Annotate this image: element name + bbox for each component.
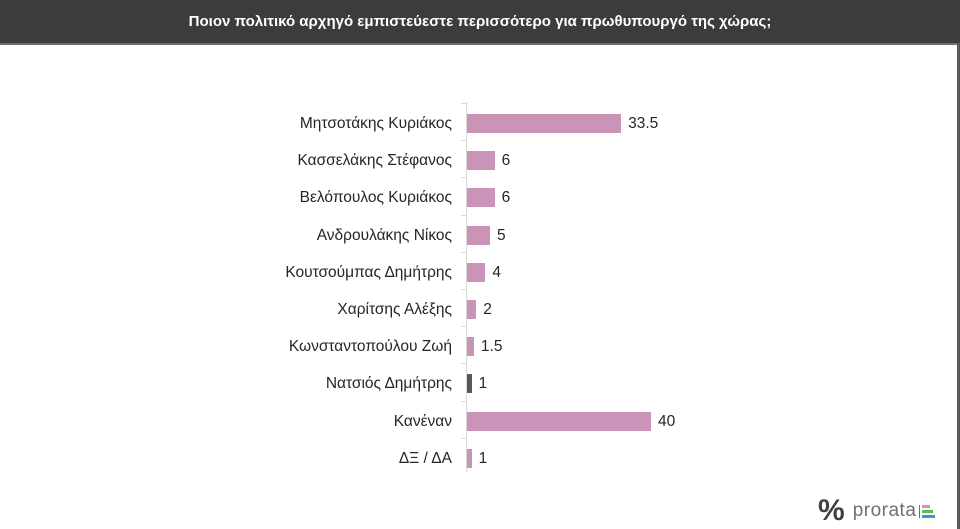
category-label: Κουτσούμπας Δημήτρης [285, 263, 452, 281]
value-label: 6 [501, 152, 511, 170]
category-label: Ανδρουλάκης Νίκος [316, 226, 452, 244]
bar [467, 262, 486, 282]
bar-row: ΔΞ / ΔΑ 1 [0, 440, 960, 477]
bar-row: Βελόπουλος Κυριάκος 6 [0, 179, 960, 216]
value-label: 1 [478, 449, 488, 467]
category-label: Κωνσταντοπούλου Ζωή [288, 338, 452, 356]
bar-row: Κωνσταντοπούλου Ζωή 1.5 [0, 328, 960, 365]
axis-tick [461, 215, 466, 216]
bar-row: Κανέναν 40 [0, 403, 960, 440]
percent-icon: % [818, 494, 845, 527]
frame-border [957, 43, 960, 529]
axis-tick [461, 177, 466, 178]
bar [467, 337, 474, 357]
category-label: Μητσοτάκης Κυριάκος [299, 115, 452, 132]
axis-tick [461, 252, 466, 253]
axis-tick [461, 401, 466, 402]
axis-tick [461, 326, 466, 327]
value-label: 2 [483, 301, 492, 318]
category-label: Κανέναν [393, 412, 452, 430]
bar-row: Κασσελάκης Στέφανος 6 [0, 142, 960, 179]
chart-title: Ποιον πολιτικό αρχηγό εμπιστεύεστε περισ… [188, 13, 772, 30]
axis-tick [461, 363, 466, 364]
bar-row: Μητσοτάκης Κυριάκος 33.5 [0, 105, 960, 142]
category-label: ΔΞ / ΔΑ [398, 449, 452, 467]
category-label: Κασσελάκης Στέφανος [297, 152, 452, 170]
header-divider [0, 43, 960, 45]
bar [467, 188, 495, 208]
bar-row: Κουτσούμπας Δημήτρης 4 [0, 254, 960, 291]
value-label: 4 [492, 263, 502, 281]
category-label: Νατσιός Δημήτρης [325, 375, 452, 393]
bar [467, 151, 495, 171]
bar [467, 374, 472, 394]
brand-bars-icon [919, 504, 936, 518]
bar-row: Χαρίτσης Αλέξης 2 [0, 291, 960, 328]
value-label: 40 [658, 412, 676, 430]
bar [467, 300, 477, 319]
category-label: Βελόπουλος Κυριάκος [299, 189, 452, 207]
bar [467, 114, 622, 133]
chart-title-bar: Ποιον πολιτικό αρχηγό εμπιστεύεστε περισ… [0, 0, 960, 43]
bar-row: Ανδρουλάκης Νίκος 5 [0, 217, 960, 254]
axis-tick [461, 438, 466, 439]
value-label: 6 [501, 189, 511, 207]
bar [467, 411, 651, 431]
prorata-logo: % prorata [818, 494, 936, 527]
category-axis [466, 102, 467, 472]
value-label: 1 [478, 375, 488, 393]
bar [467, 225, 490, 245]
brand-name: prorata [852, 500, 917, 521]
axis-tick [461, 140, 466, 141]
value-label: 5 [497, 226, 506, 244]
axis-tick [461, 289, 466, 290]
axis-tick [461, 103, 466, 104]
value-label: 33.5 [628, 115, 659, 132]
category-label: Χαρίτσης Αλέξης [337, 301, 452, 318]
bar-row: Νατσιός Δημήτρης 1 [0, 365, 960, 402]
bar [467, 448, 472, 468]
value-label: 1.5 [480, 338, 503, 356]
